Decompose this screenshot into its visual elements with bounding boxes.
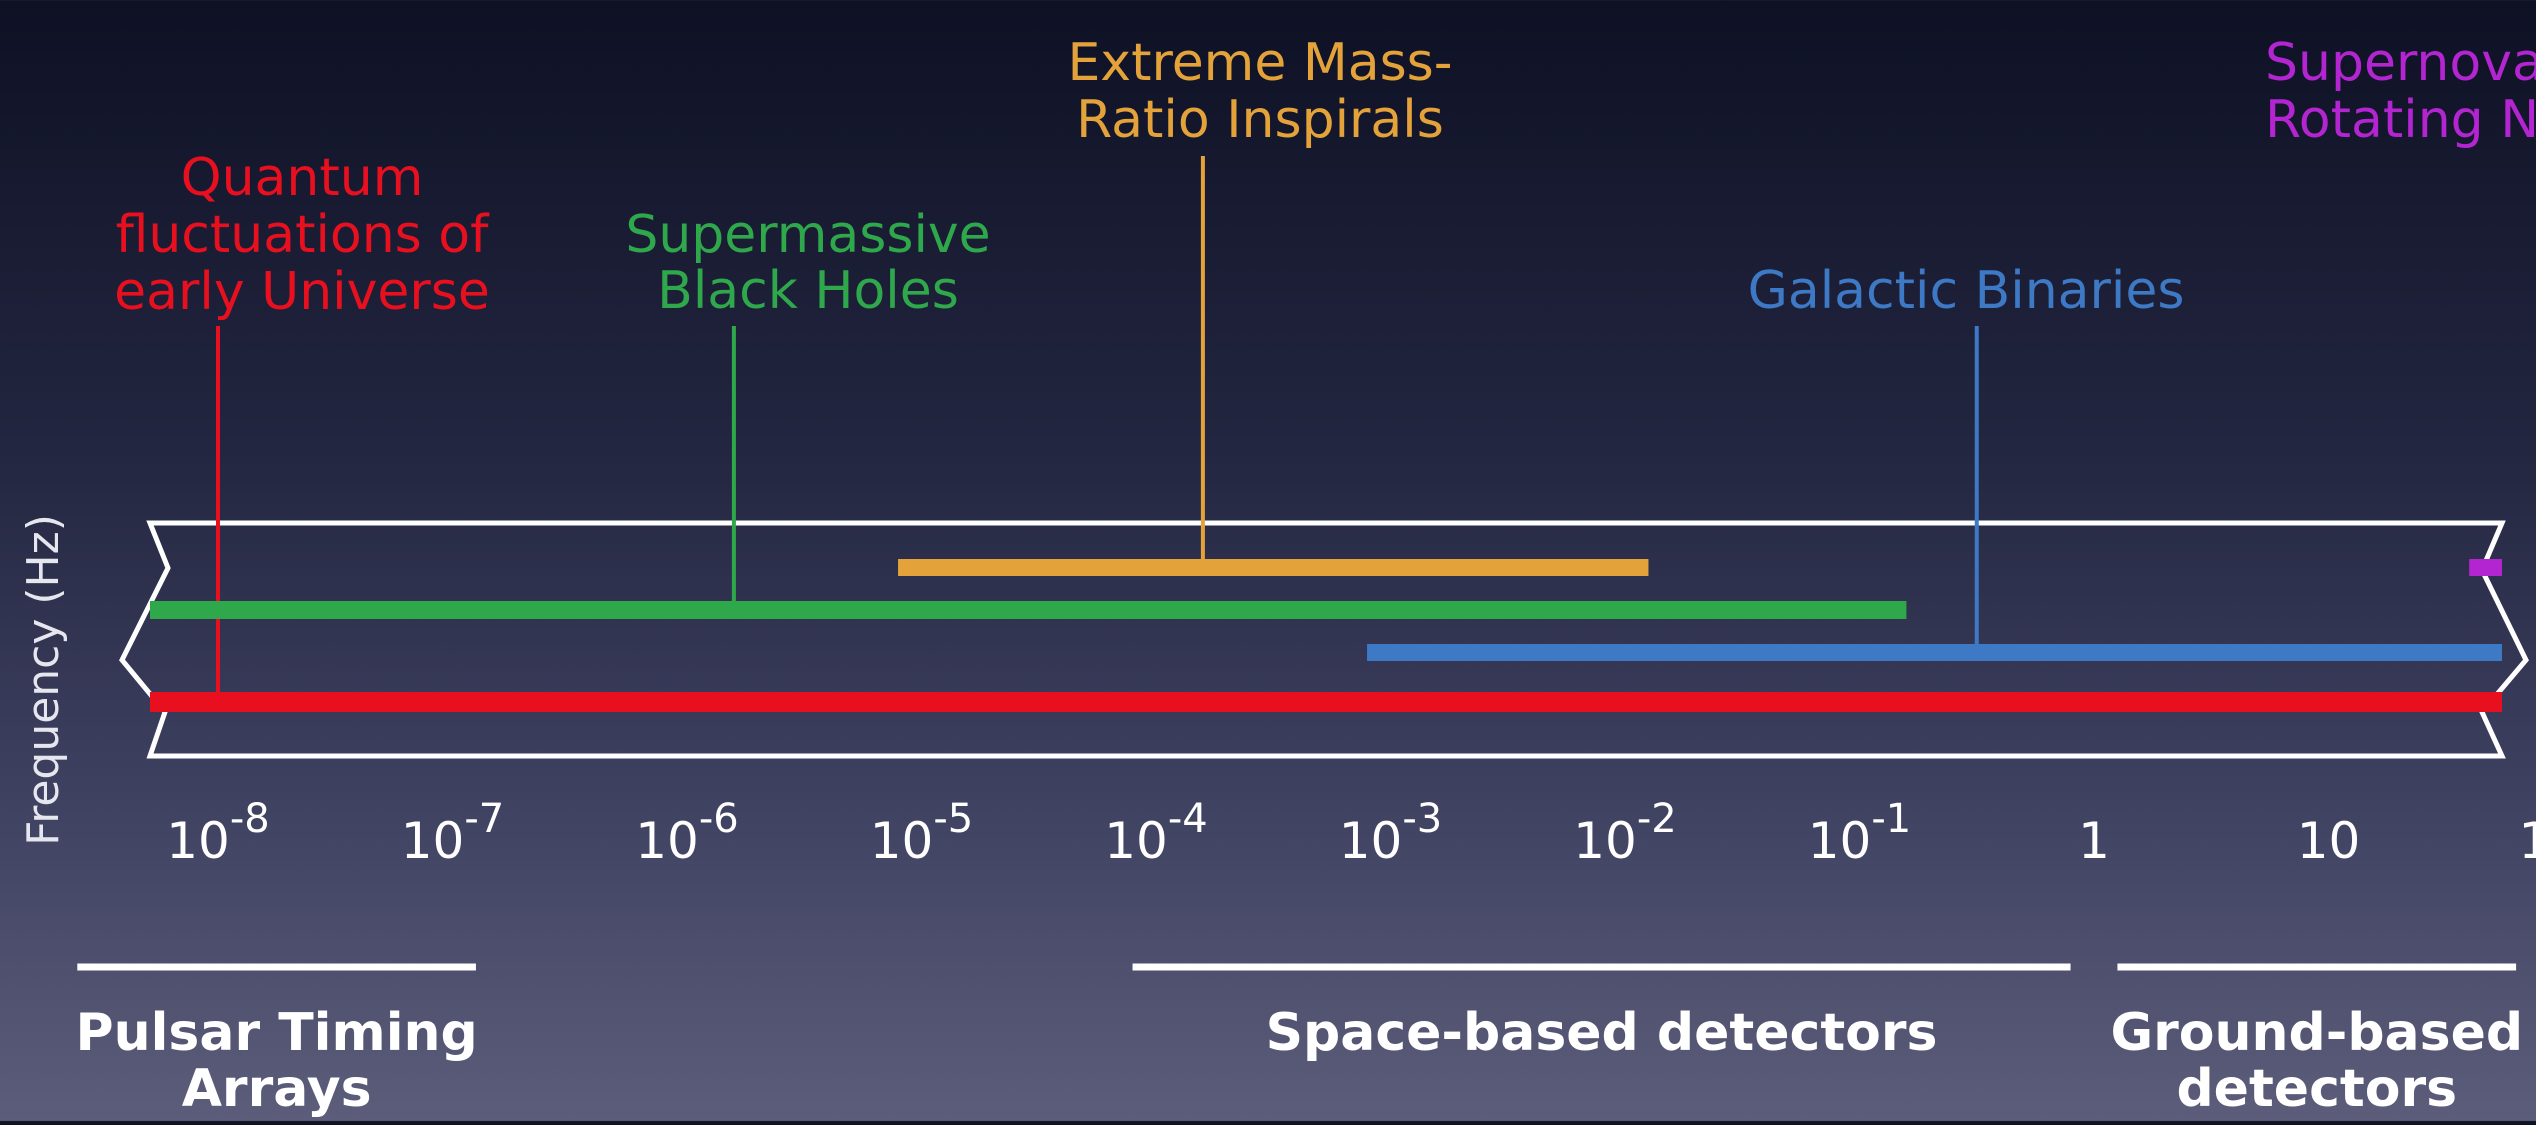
tick-label: 10-5 [870,796,974,870]
axis-label: Frequency (Hz) [18,514,69,846]
supernova-label-line: Supernova [2265,33,2536,93]
tick-label: 1 [2078,812,2110,870]
galactic-label-line: Galactic Binaries [1748,261,2185,321]
tick-label: 10-2 [1573,796,1677,870]
smbh-label-line: Supermassive [625,205,990,265]
tick-label: 10-1 [1808,796,1912,870]
space-detector: Space-based detectors [1132,963,2071,1063]
quantum-frequency-bar [150,692,2502,712]
tick-label: 10-4 [1104,796,1208,870]
tick-label: 10-8 [166,796,270,870]
space-label-line: Space-based detectors [1266,1003,1938,1063]
tick-label: 10 [2297,812,2361,870]
ground-label-line: detectors [2176,1059,2457,1119]
quantum-label-line: early Universe [114,262,490,322]
emri-label-line: Extreme Mass- [1067,33,1452,93]
tick-labels: 10-8 10-7 10-6 10-5 10-4 10-3 10-2 10-1 1 10 102 [166,796,2536,870]
pta-label-line: Arrays [182,1059,372,1119]
emri-label: Extreme Mass-Ratio Inspirals [1067,33,1452,150]
band-frame [119,520,2529,759]
source-bars [150,156,2502,712]
supernova-frequency-bar [2469,559,2502,576]
frequency-band-outline [119,520,2529,759]
pta-label-line: Pulsar Timing [75,1003,477,1063]
tick-label: 10-3 [1339,796,1443,870]
galactic-label: Galactic Binaries [1748,261,2185,321]
supernova-label-line: Rotating N [2265,90,2536,150]
ground-label-line: Ground-based [2110,1003,2523,1063]
smbh-frequency-bar [150,601,1907,619]
axis-title: Frequency (Hz) [18,514,69,846]
tick-label: 10-7 [401,796,505,870]
tick-label: 10-6 [635,796,739,870]
quantum-label-line: Quantum [181,148,424,208]
quantum-label-line: fluctuations of [116,205,491,265]
galactic-frequency-bar [1367,644,2502,661]
emri-frequency-bar [898,559,1649,576]
smbh-label-line: Black Holes [657,261,959,321]
tick-label: 102 [2518,796,2536,870]
emri-label-line: Ratio Inspirals [1076,90,1444,150]
